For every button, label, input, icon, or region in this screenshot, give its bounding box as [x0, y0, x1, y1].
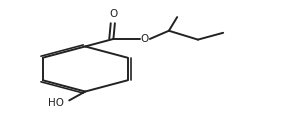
Text: O: O [109, 9, 117, 19]
Text: HO: HO [48, 98, 64, 108]
Text: O: O [140, 34, 149, 44]
